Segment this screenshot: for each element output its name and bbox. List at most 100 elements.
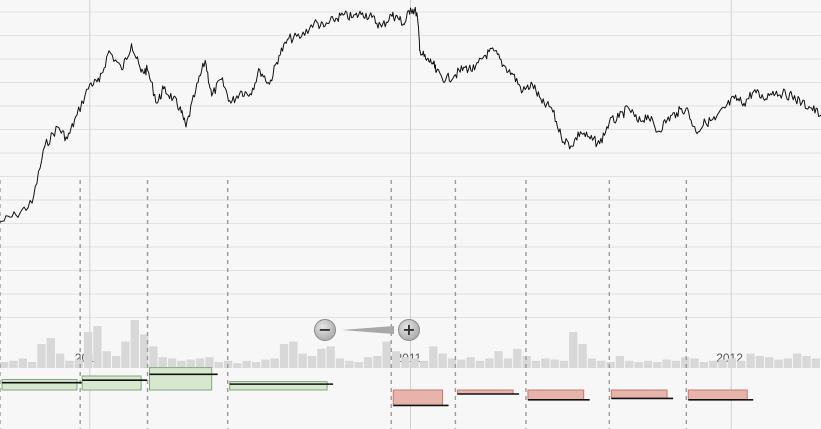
- volume-bar: [587, 358, 597, 368]
- volume-bar: [634, 362, 643, 368]
- volume-bar: [513, 348, 522, 368]
- segment-box: [610, 389, 668, 399]
- volume-bar: [438, 353, 447, 368]
- segment-box: [527, 389, 585, 401]
- segment-box: [149, 367, 213, 391]
- volume-bar: [55, 353, 65, 368]
- volume-bar: [205, 357, 214, 368]
- volume-bar: [447, 358, 457, 368]
- volume-bar: [727, 358, 737, 368]
- volume-bar: [251, 362, 261, 368]
- volume-bar: [410, 358, 419, 368]
- volume-bar: [401, 357, 410, 368]
- volume-bar: [522, 356, 531, 368]
- volume-bar: [765, 357, 774, 368]
- volume-bar: [317, 348, 326, 368]
- volume-bar: [699, 362, 709, 368]
- volume-bar: [214, 362, 223, 368]
- volume-bar: [485, 358, 494, 368]
- volume-bar: [681, 357, 690, 368]
- volume-bar: [429, 346, 438, 368]
- volume-bar: [111, 356, 121, 368]
- volume-bar: [307, 356, 317, 368]
- volume-bar: [102, 351, 111, 368]
- volume-bar: [289, 341, 298, 368]
- minus-circle-icon: −: [318, 320, 332, 339]
- volume-bar: [27, 362, 37, 368]
- volume-bar: [186, 359, 195, 368]
- volume-bar: [737, 360, 746, 368]
- volume-bar: [37, 344, 46, 368]
- volume-bar: [653, 362, 662, 368]
- volume-bar: [569, 332, 578, 368]
- volume-bar: [335, 358, 345, 368]
- volume-bar: [643, 360, 653, 368]
- volume-bar: [690, 358, 699, 368]
- zoom-in-button[interactable]: +: [398, 319, 420, 341]
- volume-bar: [419, 360, 429, 368]
- volume-bar: [298, 353, 307, 368]
- volume-bar: [242, 360, 251, 368]
- volume-bar: [373, 356, 382, 368]
- volume-bar: [279, 344, 289, 368]
- volume-bar: [783, 358, 793, 368]
- volume-bar: [391, 351, 401, 368]
- volume-bar: [18, 358, 27, 368]
- volume-bar: [793, 353, 802, 368]
- volume-bar: [578, 344, 587, 368]
- segment-box: [1, 379, 78, 391]
- volume-bar: [597, 360, 606, 368]
- volume-bar: [65, 360, 74, 368]
- volume-bar: [270, 358, 279, 368]
- volume-bar: [615, 356, 625, 368]
- volume-bar: [0, 362, 9, 368]
- volume-bar: [494, 351, 503, 368]
- volume-bar: [606, 362, 615, 368]
- volume-bar: [326, 346, 335, 368]
- volume-bar: [46, 338, 55, 368]
- volume-bar: [354, 362, 363, 368]
- volume-bar: [345, 360, 354, 368]
- plus-circle-icon: +: [402, 320, 416, 339]
- volume-bar: [167, 358, 177, 368]
- volume-bar: [457, 359, 466, 368]
- volume-bar: [233, 363, 242, 368]
- zoom-control: − +: [314, 319, 424, 343]
- segment-box: [81, 375, 142, 391]
- volume-bar: [475, 360, 485, 368]
- volume-bar: [149, 346, 158, 368]
- volume-bar: [363, 357, 373, 368]
- volume-bar: [158, 357, 167, 368]
- volume-bar: [531, 360, 541, 368]
- volume-bar: [662, 359, 671, 368]
- zoom-slider[interactable]: [342, 325, 394, 335]
- volume-bar: [718, 359, 727, 368]
- volume-bar: [261, 359, 270, 368]
- zoom-out-button[interactable]: −: [314, 319, 336, 341]
- volume-bar: [550, 359, 559, 368]
- volume-bar: [130, 320, 139, 368]
- segment-box: [392, 389, 444, 406]
- volume-bar: [9, 360, 18, 368]
- volume-bar: [466, 357, 475, 368]
- volume-bar: [559, 360, 569, 368]
- volume-bar: [74, 359, 83, 368]
- volume-bar: [382, 341, 391, 368]
- volume-bar: [83, 332, 93, 368]
- volume-bar: [503, 358, 513, 368]
- volume-bar: [625, 360, 634, 368]
- volume-bar: [139, 334, 149, 368]
- volume-bar: [811, 358, 820, 368]
- volume-bar: [121, 341, 130, 368]
- volume-bar: [774, 359, 783, 368]
- segment-box: [229, 381, 328, 391]
- volume-bar: [177, 360, 186, 368]
- volume-bar: [541, 358, 550, 368]
- volume-bar: [802, 356, 811, 368]
- volume-bar: [746, 353, 755, 368]
- volume-bar: [671, 360, 681, 368]
- segment-box: [687, 389, 748, 401]
- volume-bar: [195, 358, 205, 368]
